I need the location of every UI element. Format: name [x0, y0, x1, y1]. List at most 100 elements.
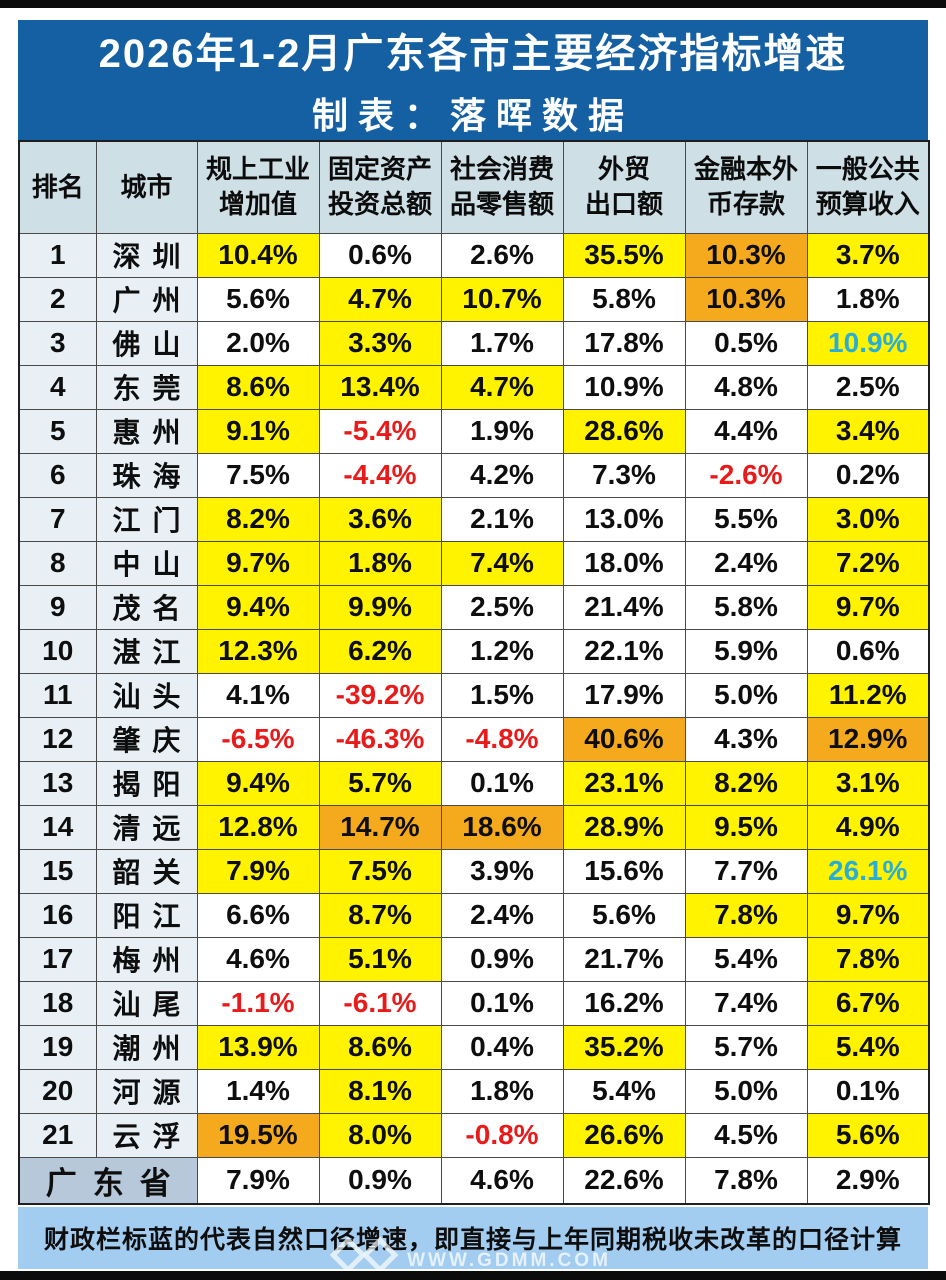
value-cell: 2.6% — [440, 232, 564, 278]
column-header: 固定资产 投资总额 — [318, 140, 442, 234]
value-cell: 5.7% — [684, 1024, 808, 1070]
value-cell: 4.1% — [196, 672, 320, 718]
value-cell: 7.7% — [684, 848, 808, 894]
value-cell: 0.4% — [440, 1024, 564, 1070]
table-row: 3 佛山 2.0% 3.3% 1.7% 17.8% 0.5% 10.9% — [18, 320, 930, 366]
table-row: 7 江门 8.2% 3.6% 2.1% 13.0% 5.5% 3.0% — [18, 496, 930, 542]
value-cell: 2.0% — [196, 320, 320, 366]
value-cell: 15.6% — [562, 848, 686, 894]
top-black-bar — [0, 0, 946, 8]
table-row: 21 云浮 19.5% 8.0% -0.8% 26.6% 4.5% 5.6% — [18, 1112, 930, 1158]
value-cell: 10.3% — [684, 276, 808, 322]
value-cell: -0.8% — [440, 1112, 564, 1158]
value-cell: 5.4% — [562, 1068, 686, 1114]
value-cell: 7.8% — [684, 1156, 808, 1204]
value-cell: 9.4% — [196, 760, 320, 806]
value-cell: 13.4% — [318, 364, 442, 410]
city-cell: 湛江 — [95, 628, 198, 674]
column-header: 金融本外 币存款 — [684, 140, 808, 234]
value-cell: 8.1% — [318, 1068, 442, 1114]
bottom-black-bar — [0, 1271, 946, 1280]
column-header: 一般公共 预算收入 — [806, 140, 930, 234]
city-cell: 云浮 — [95, 1112, 198, 1158]
table-row: 16 阳江 6.6% 8.7% 2.4% 5.6% 7.8% 9.7% — [18, 892, 930, 938]
value-cell: 28.9% — [562, 804, 686, 850]
table-row: 14 清远 12.8% 14.7% 18.6% 28.9% 9.5% 4.9% — [18, 804, 930, 850]
value-cell: 0.5% — [684, 320, 808, 366]
value-cell: 18.0% — [562, 540, 686, 586]
table-row: 8 中山 9.7% 1.8% 7.4% 18.0% 2.4% 7.2% — [18, 540, 930, 586]
value-cell: 13.0% — [562, 496, 686, 542]
value-cell: 9.5% — [684, 804, 808, 850]
rank-cell: 6 — [18, 452, 97, 498]
value-cell: 7.4% — [440, 540, 564, 586]
city-cell: 汕尾 — [95, 980, 198, 1026]
value-cell: 5.8% — [562, 276, 686, 322]
value-cell: 14.7% — [318, 804, 442, 850]
value-cell: 12.3% — [196, 628, 320, 674]
value-cell: 19.5% — [196, 1112, 320, 1158]
table-row: 2 广州 5.6% 4.7% 10.7% 5.8% 10.3% 1.8% — [18, 276, 930, 322]
column-header: 社会消费 品零售额 — [440, 140, 564, 234]
city-cell: 中山 — [95, 540, 198, 586]
table-row: 15 韶关 7.9% 7.5% 3.9% 15.6% 7.7% 26.1% — [18, 848, 930, 894]
rank-cell: 19 — [18, 1024, 97, 1070]
value-cell: 10.9% — [806, 320, 930, 366]
column-header: 外贸 出口额 — [562, 140, 686, 234]
value-cell: 7.2% — [806, 540, 930, 586]
value-cell: 10.9% — [562, 364, 686, 410]
value-cell: 7.9% — [196, 1156, 320, 1204]
value-cell: 3.9% — [440, 848, 564, 894]
value-cell: 0.2% — [806, 452, 930, 498]
value-cell: 5.8% — [684, 584, 808, 630]
city-cell: 东莞 — [95, 364, 198, 410]
value-cell: 3.1% — [806, 760, 930, 806]
city-cell: 汕头 — [95, 672, 198, 718]
value-cell: 5.6% — [806, 1112, 930, 1158]
value-cell: -46.3% — [318, 716, 442, 762]
value-cell: 0.1% — [440, 760, 564, 806]
value-cell: -2.6% — [684, 452, 808, 498]
value-cell: 1.8% — [806, 276, 930, 322]
value-cell: 9.4% — [196, 584, 320, 630]
value-cell: 0.1% — [440, 980, 564, 1026]
value-cell: 5.5% — [684, 496, 808, 542]
value-cell: 1.8% — [440, 1068, 564, 1114]
value-cell: 8.6% — [318, 1024, 442, 1070]
value-cell: 5.6% — [562, 892, 686, 938]
table-row: 20 河源 1.4% 8.1% 1.8% 5.4% 5.0% 0.1% — [18, 1068, 930, 1114]
rank-cell: 8 — [18, 540, 97, 586]
value-cell: 12.9% — [806, 716, 930, 762]
rank-cell: 7 — [18, 496, 97, 542]
value-cell: 4.7% — [318, 276, 442, 322]
city-cell: 江门 — [95, 496, 198, 542]
value-cell: 4.7% — [440, 364, 564, 410]
value-cell: 16.2% — [562, 980, 686, 1026]
value-cell: 0.9% — [318, 1156, 442, 1204]
value-cell: 2.5% — [440, 584, 564, 630]
value-cell: 17.8% — [562, 320, 686, 366]
table-row: 4 东莞 8.6% 13.4% 4.7% 10.9% 4.8% 2.5% — [18, 364, 930, 410]
value-cell: 0.9% — [440, 936, 564, 982]
table-row: 17 梅州 4.6% 5.1% 0.9% 21.7% 5.4% 7.8% — [18, 936, 930, 982]
value-cell: 35.5% — [562, 232, 686, 278]
value-cell: -6.5% — [196, 716, 320, 762]
value-cell: 0.6% — [806, 628, 930, 674]
table-row: 9 茂名 9.4% 9.9% 2.5% 21.4% 5.8% 9.7% — [18, 584, 930, 630]
value-cell: 22.6% — [562, 1156, 686, 1204]
rank-cell: 4 — [18, 364, 97, 410]
value-cell: 2.4% — [684, 540, 808, 586]
city-cell: 潮州 — [95, 1024, 198, 1070]
title-banner: 2026年1-2月广东各市主要经济指标增速 制表：落晖数据 — [18, 20, 928, 140]
rank-cell: 9 — [18, 584, 97, 630]
value-cell: 7.9% — [196, 848, 320, 894]
value-cell: -39.2% — [318, 672, 442, 718]
value-cell: 28.6% — [562, 408, 686, 454]
city-cell: 广州 — [95, 276, 198, 322]
value-cell: 8.7% — [318, 892, 442, 938]
column-header: 规上工业 增加值 — [196, 140, 320, 234]
city-cell: 梅州 — [95, 936, 198, 982]
value-cell: 7.3% — [562, 452, 686, 498]
value-cell: 0.1% — [806, 1068, 930, 1114]
city-cell: 佛山 — [95, 320, 198, 366]
